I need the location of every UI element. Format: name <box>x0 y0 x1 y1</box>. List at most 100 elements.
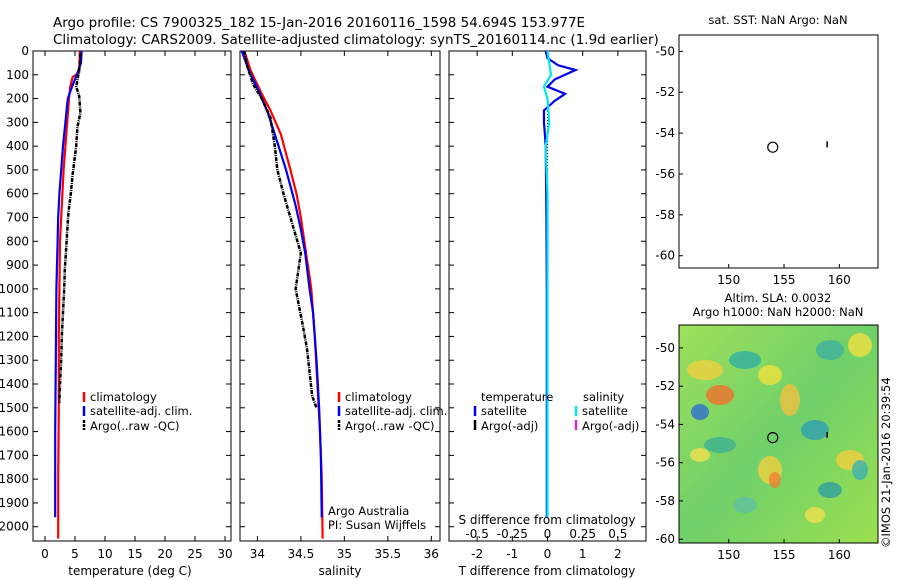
x-tick-label: 20 <box>157 547 172 561</box>
sla-blob <box>805 507 825 523</box>
map-x-tick-label: 150 <box>717 548 740 562</box>
legend-s-satellite: satellite <box>582 404 628 418</box>
sla-blob <box>780 384 800 416</box>
legend-satellite: satellite-adj. clim. <box>345 404 447 418</box>
x-tick-label: 10 <box>97 547 112 561</box>
y-tick-label: 1700 <box>0 448 29 462</box>
temperature-axes <box>32 50 232 542</box>
y-tick-label: 1600 <box>0 425 29 439</box>
sla-blob <box>706 385 734 405</box>
x-tick-label: 25 <box>187 547 202 561</box>
s-tick-label: 0.25 <box>569 527 596 541</box>
salinity-legend: climatology satellite-adj. clim. Argo(..… <box>328 390 447 532</box>
x-tick-label: 30 <box>217 547 232 561</box>
x-tick-label: 36 <box>424 547 439 561</box>
temperature-xlabel: temperature (deg C) <box>68 564 191 578</box>
salinity-xlabel: salinity <box>318 564 361 578</box>
difference-top-label: S difference from climatology <box>459 513 636 527</box>
map-y-tick-label: -58 <box>655 208 675 222</box>
sla-map-subtitle: Argo h1000: NaN h2000: NaN <box>693 305 864 319</box>
map-x-tick-label: 150 <box>717 273 740 287</box>
sla-blob <box>816 340 844 360</box>
x-tick-label: 1 <box>579 547 587 561</box>
s-tick-label: -0.25 <box>497 527 528 541</box>
sla-blob <box>733 497 757 513</box>
series-line-climatology <box>57 50 81 539</box>
x-tick-label: 34.5 <box>288 547 315 561</box>
salinity-axes <box>239 50 441 542</box>
sst-map-title: sat. SST: NaN Argo: NaN <box>708 13 847 27</box>
s-tick-label: -0.5 <box>465 527 488 541</box>
sla-blob <box>690 448 710 462</box>
y-tick-label: 2000 <box>0 520 29 534</box>
y-tick-label: 100 <box>6 68 29 82</box>
sla-blob <box>852 460 868 480</box>
map-x-tick-label: 155 <box>773 273 796 287</box>
legend-climatology: climatology <box>345 390 412 404</box>
legend-argo: Argo(..raw -QC) <box>345 419 435 433</box>
y-tick-label: 1100 <box>0 306 29 320</box>
x-tick-label: 34 <box>250 547 265 561</box>
difference-xlabel: T difference from climatology <box>458 564 636 578</box>
x-tick-label: -1 <box>506 547 518 561</box>
legend-satellite: satellite-adj. clim. <box>90 404 192 418</box>
x-tick-label: 5 <box>71 547 79 561</box>
sla-blob <box>704 437 736 453</box>
sla-map-title: Altim. SLA: 0.0032 <box>725 291 832 305</box>
sla-blob <box>729 351 761 369</box>
map-y-tick-label: -54 <box>655 126 675 140</box>
series-line-satellite-adj-clim- <box>54 50 83 518</box>
argo-position-marker <box>767 432 779 444</box>
series-line-satellite-adj-clim- <box>240 50 323 518</box>
map-y-tick-label: -54 <box>655 417 675 431</box>
sla-blob <box>691 404 709 420</box>
header-line2: Climatology: CARS2009. Satellite-adjuste… <box>53 32 659 48</box>
y-tick-label: 1500 <box>0 401 29 415</box>
sla-map-axes <box>678 324 879 544</box>
annotation-pi: PI: Susan Wijffels <box>328 518 426 532</box>
y-tick-label: 600 <box>6 187 29 201</box>
map-y-tick-label: -50 <box>655 341 675 355</box>
map-y-tick-label: -56 <box>655 456 675 470</box>
map-x-tick-label: 155 <box>773 548 796 562</box>
sla-blob <box>769 472 781 488</box>
y-tick-label: 700 <box>6 211 29 225</box>
y-tick-label: 1300 <box>0 353 29 367</box>
x-tick-label: 35 <box>337 547 352 561</box>
y-tick-label: 1800 <box>0 472 29 486</box>
y-tick-label: 900 <box>6 258 29 272</box>
y-tick-label: 500 <box>6 163 29 177</box>
map-x-tick-label: 160 <box>828 548 851 562</box>
annotation-argo-australia: Argo Australia <box>328 504 409 518</box>
x-tick-label: 0 <box>41 547 49 561</box>
x-tick-label: 2 <box>614 547 622 561</box>
credit: ©IMOS 21-Jan-2016 20:39:54 <box>879 377 893 548</box>
argo-position-marker <box>767 141 779 153</box>
legend-climatology: climatology <box>90 390 157 404</box>
difference-legend: temperature salinity satellite Argo(-adj… <box>473 390 639 433</box>
y-tick-label: 400 <box>6 139 29 153</box>
x-tick-label: 35.5 <box>374 547 401 561</box>
map-y-tick-label: -56 <box>655 167 675 181</box>
sla-blob <box>801 420 829 440</box>
sla-heatmap <box>679 325 878 543</box>
sla-blob <box>758 365 782 385</box>
y-tick-label: 1400 <box>0 377 29 391</box>
y-tick-label: 1000 <box>0 282 29 296</box>
y-tick-label: 800 <box>6 234 29 248</box>
map-y-tick-label: -50 <box>655 44 675 58</box>
x-tick-label: 15 <box>127 547 142 561</box>
sst-map-axes <box>678 34 879 269</box>
legend-t-satellite: satellite <box>481 404 527 418</box>
map-y-tick-label: -58 <box>655 494 675 508</box>
x-tick-label: -2 <box>471 547 483 561</box>
legend-argo: Argo(..raw -QC) <box>90 419 180 433</box>
sla-blob <box>848 333 872 357</box>
series-line-satellite <box>542 50 553 518</box>
y-tick-label: 1200 <box>0 329 29 343</box>
map-y-tick-label: -52 <box>655 379 675 393</box>
map-y-tick-label: -60 <box>655 532 675 546</box>
s-tick-label: 0 <box>544 527 552 541</box>
map-y-tick-label: -52 <box>655 85 675 99</box>
